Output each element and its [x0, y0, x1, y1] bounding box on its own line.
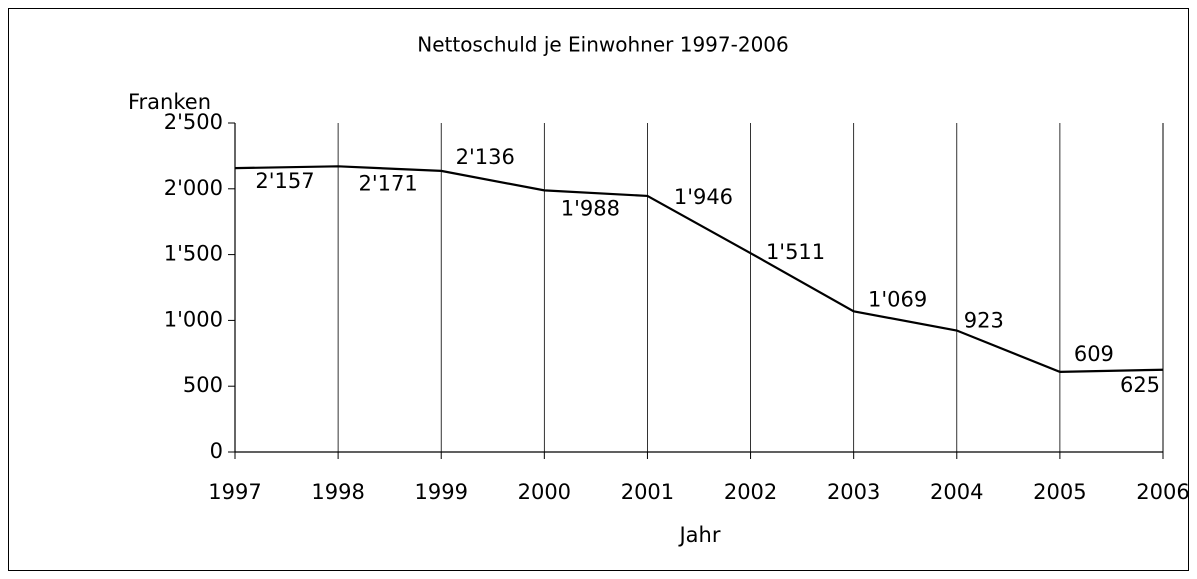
data-label: 1'946	[674, 185, 733, 209]
x-tick-label: 2003	[827, 480, 880, 504]
x-tick-label: 2005	[1033, 480, 1086, 504]
x-tick-label: 1999	[414, 480, 467, 504]
data-label: 625	[1120, 373, 1160, 397]
data-label: 609	[1074, 342, 1114, 366]
y-axis-label: Franken	[128, 90, 211, 114]
x-tick-label: 1998	[311, 480, 364, 504]
x-axis-label: Jahr	[677, 523, 720, 547]
data-label: 2'171	[359, 171, 418, 195]
x-tick-label: 1997	[208, 480, 261, 504]
x-tick-label: 2002	[724, 480, 777, 504]
line	[234, 165, 1164, 373]
data-label: 923	[964, 309, 1004, 333]
chart-title: Nettoschuld je Einwohner 1997-2006	[417, 33, 789, 57]
x-tick-label: 2004	[930, 480, 983, 504]
x-tick-label: 2006	[1136, 480, 1189, 504]
data-label: 1'988	[561, 196, 620, 220]
chart-border	[8, 8, 1189, 571]
y-tick-label: 2'000	[164, 176, 223, 200]
y-tick-label: 500	[183, 373, 223, 397]
x-tick-label: 2001	[621, 480, 674, 504]
data-label: 2'157	[255, 169, 314, 193]
data-label: 2'136	[456, 145, 515, 169]
data-label: 1'511	[766, 240, 825, 264]
x-tick-label: 2000	[518, 480, 571, 504]
y-tick-label: 0	[210, 439, 223, 463]
y-tick-label: 1'000	[164, 307, 223, 331]
y-tick-label: 1'500	[164, 242, 223, 266]
data-label: 1'069	[868, 287, 927, 311]
y-tick-label: 2'500	[164, 110, 223, 134]
